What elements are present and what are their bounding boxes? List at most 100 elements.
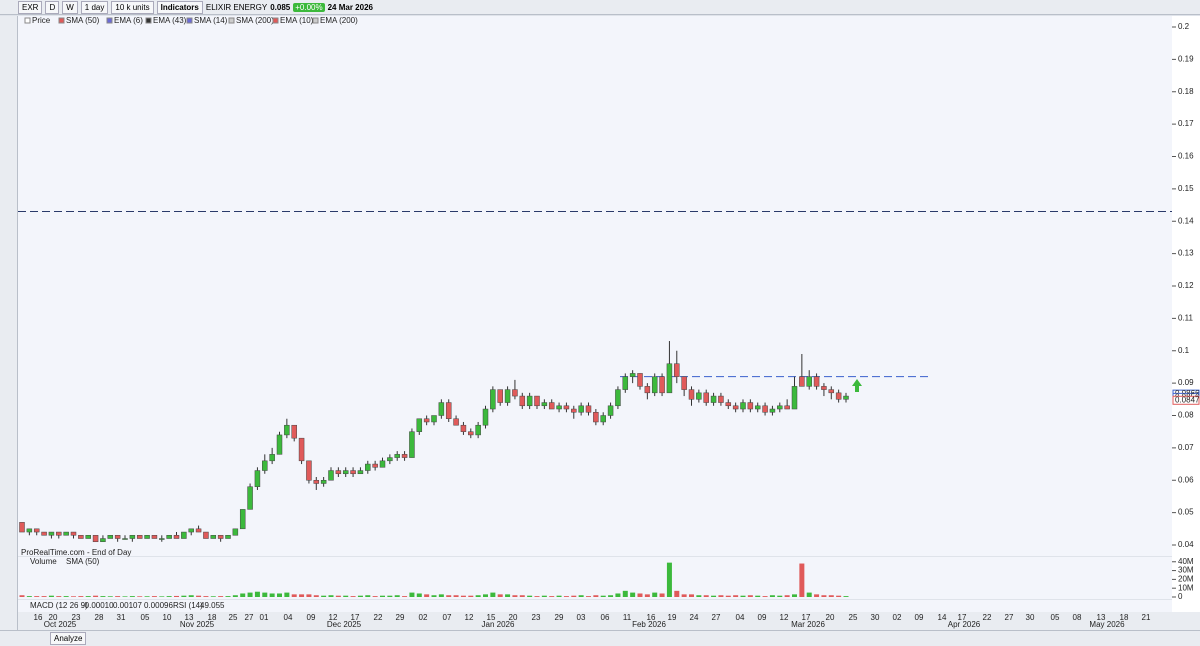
y-tick-label: 0.07 xyxy=(1178,443,1194,452)
volume-bar xyxy=(644,594,650,597)
legend-swatch xyxy=(228,17,235,24)
price-tag xyxy=(1172,395,1200,405)
candle-body xyxy=(144,535,150,539)
candle-body xyxy=(526,395,533,407)
candle-body xyxy=(423,418,430,423)
volume-bar xyxy=(674,590,680,597)
y-tick-label: 0.19 xyxy=(1178,54,1194,63)
y-tick-label: 0.1 xyxy=(1178,346,1190,355)
volume-bar xyxy=(475,595,481,597)
candle-body xyxy=(828,389,835,394)
x-tick-label: 04 xyxy=(736,613,745,622)
x-tick-label: 11 xyxy=(623,613,632,622)
macd-label: MACD (12 26 9) xyxy=(30,601,88,610)
candle-body xyxy=(63,531,69,536)
candle-body xyxy=(70,531,77,536)
volume-bar xyxy=(277,593,282,597)
price-panel xyxy=(18,16,1172,556)
candle-body xyxy=(629,373,636,377)
candle-body xyxy=(320,480,327,484)
candle-body xyxy=(335,470,342,475)
x-tick-label: 07 xyxy=(443,613,452,622)
volume-bar xyxy=(41,596,47,597)
volume-bar xyxy=(711,595,717,597)
x-tick-label: 06 xyxy=(601,613,610,622)
volume-bar xyxy=(56,596,62,597)
volume-bar xyxy=(424,594,430,597)
toolbar: EXR D W 1 day 10 k units Indicators ELIX… xyxy=(0,0,1200,15)
units[interactable]: 10 k units xyxy=(111,0,154,14)
x-tick-label: 12 xyxy=(780,613,789,622)
x-tick-label: 27 xyxy=(1005,613,1014,622)
volume-bar xyxy=(129,596,135,597)
candle-body xyxy=(453,418,459,426)
x-tick-label: 10 xyxy=(163,613,172,622)
candle-body xyxy=(482,408,489,426)
legend-item: EMA (200) xyxy=(320,16,358,25)
x-month-label: Oct 2025 xyxy=(44,620,77,629)
instrument-name: ELIXIR ENERGY xyxy=(205,2,268,12)
candle-body xyxy=(740,402,746,410)
candle-body xyxy=(548,402,555,410)
indicators[interactable]: Indicators xyxy=(156,0,203,14)
period-week[interactable]: W xyxy=(62,0,78,14)
x-tick-label: 09 xyxy=(758,613,767,622)
x-tick-label: 12 xyxy=(329,613,338,622)
volume-bar xyxy=(335,595,341,597)
candle-body xyxy=(217,535,224,539)
y-tick-label: 0.14 xyxy=(1178,216,1194,225)
legend-swatch xyxy=(186,17,193,24)
volume-bar xyxy=(78,596,84,597)
candle-body xyxy=(416,418,423,432)
x-month-label: May 2026 xyxy=(1089,620,1125,629)
x-month-label: Dec 2025 xyxy=(327,620,362,629)
volume-bar xyxy=(556,595,562,597)
volume-bar xyxy=(747,595,753,597)
volume-bar xyxy=(541,595,547,597)
candle-body xyxy=(107,535,114,539)
x-tick-label: 09 xyxy=(915,613,924,622)
volume-bar xyxy=(357,595,363,597)
volume-bar xyxy=(19,595,25,597)
candle-body xyxy=(637,373,643,387)
candle-body xyxy=(681,376,687,390)
volume-bar xyxy=(372,596,378,597)
macd-value: 0.00107 xyxy=(113,601,142,610)
candle-body xyxy=(563,405,570,410)
volume-bar xyxy=(777,595,783,597)
volume-bar xyxy=(71,596,76,597)
volume-legend: Volume xyxy=(30,557,57,566)
candle-body xyxy=(401,454,408,458)
volume-bar xyxy=(689,594,694,597)
analyze-button[interactable]: Analyze xyxy=(50,632,87,645)
legend-item: EMA (6) xyxy=(114,16,143,25)
legend-item: Price xyxy=(32,16,51,25)
volume-bar xyxy=(291,594,297,597)
x-tick-label: 05 xyxy=(1051,613,1060,622)
candle-body xyxy=(372,463,378,468)
x-month-label: Apr 2026 xyxy=(948,620,981,629)
period-day[interactable]: D xyxy=(45,0,60,14)
candle-body xyxy=(490,389,496,410)
alert-arrow xyxy=(852,379,862,392)
y-tick-label: 0.17 xyxy=(1178,119,1194,128)
symbol[interactable]: EXR xyxy=(18,0,43,14)
volume-bar xyxy=(34,596,40,597)
y-tick-label: 0.12 xyxy=(1178,281,1194,290)
candle-body xyxy=(247,486,253,510)
candle-body xyxy=(571,408,577,413)
candle-body xyxy=(122,538,128,540)
interval[interactable]: 1 day xyxy=(80,0,109,14)
candle-body xyxy=(350,470,356,475)
candle-body xyxy=(181,531,187,539)
volume-bar xyxy=(343,595,349,597)
x-tick-label: 31 xyxy=(117,613,126,622)
x-month-label: Feb 2026 xyxy=(632,620,666,629)
candle-body xyxy=(431,415,437,423)
x-tick-label: 21 xyxy=(1142,613,1151,622)
volume-bar xyxy=(321,595,327,597)
candle-body xyxy=(357,470,364,475)
volume-bar xyxy=(755,595,761,597)
volume-bar xyxy=(600,595,606,597)
candle-body xyxy=(512,389,518,397)
